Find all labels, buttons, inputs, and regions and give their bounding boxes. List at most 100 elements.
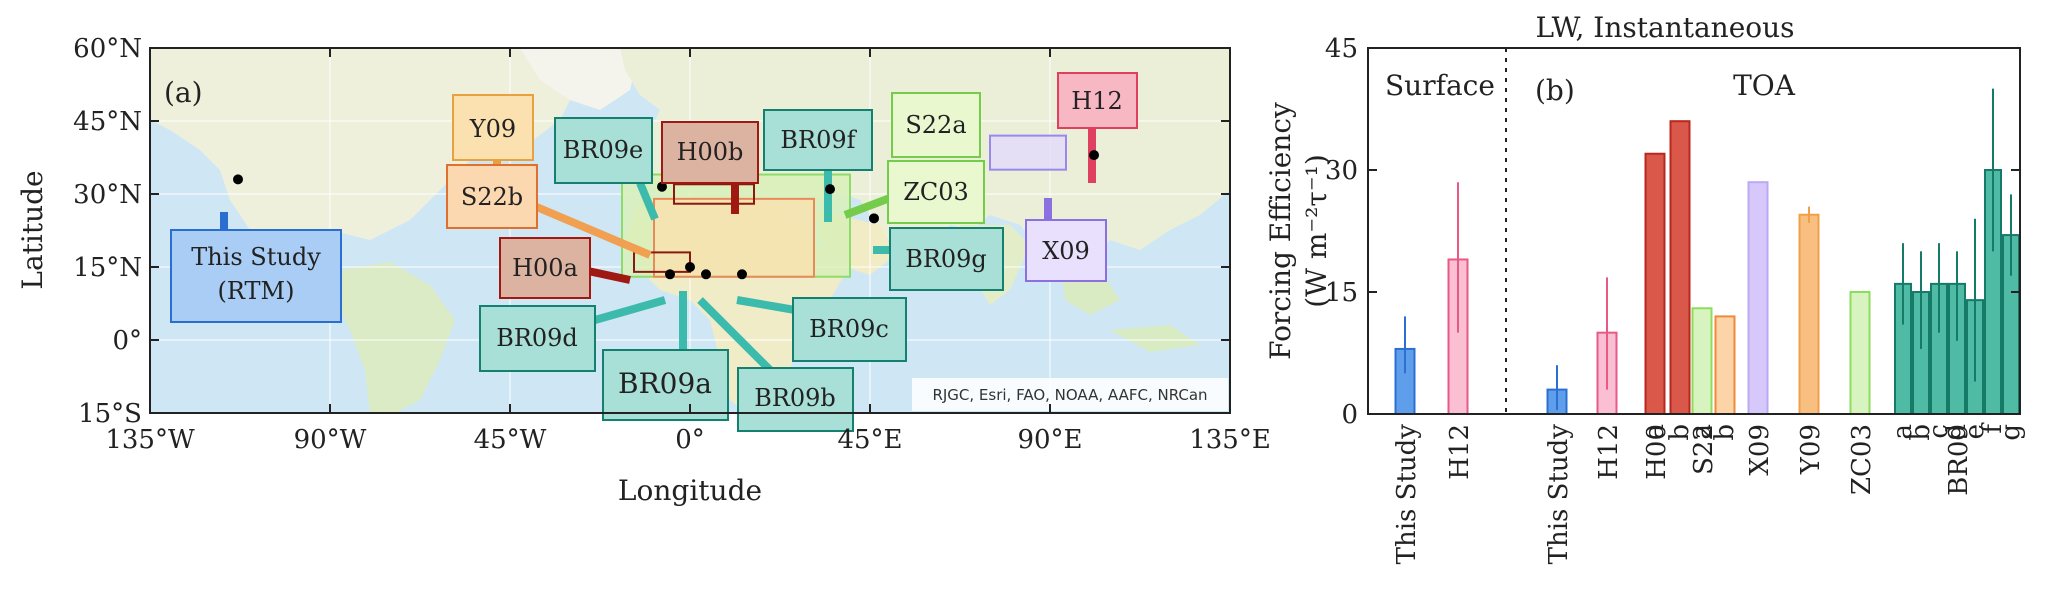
- map-attribution: RJGC, Esri, FAO, NOAA, AAFC, NRCan: [912, 378, 1228, 411]
- bar-toa-zc03: [1849, 291, 1871, 415]
- bar-frame: [1367, 47, 2021, 415]
- label-br09a-text: BR09a: [618, 367, 712, 400]
- bar-y-axis-label-line2: (W m⁻²τ⁻¹): [1300, 154, 1333, 308]
- bar-x-tick-label: a: [1687, 424, 1717, 440]
- label-y09: Y09: [452, 94, 534, 161]
- bar-toa-h00a: [1644, 152, 1666, 415]
- bar-marks: [1394, 88, 2020, 416]
- bar-y-tick-label: 0: [1341, 400, 1358, 430]
- bar-x-tick-label: d: [1942, 424, 1972, 441]
- map-x-tick-label: 90°E: [1017, 425, 1082, 455]
- label-br09d: BR09d: [479, 305, 596, 372]
- map-label-boxes: This Study (RTM) Y09 S22b H00a BR09e H00…: [170, 72, 1138, 432]
- map-y-tick-label: 15°S: [78, 399, 142, 429]
- map-x-tick-label: 135°E: [1189, 425, 1271, 455]
- map-y-axis-label: Latitude: [16, 170, 49, 289]
- label-x09-text: X09: [1042, 237, 1090, 265]
- label-h12-text: H12: [1071, 87, 1122, 115]
- map-y-tick-label: 15°N: [73, 253, 142, 283]
- map-panel-label: (a): [164, 76, 203, 109]
- label-y09-text: Y09: [469, 115, 516, 143]
- bar-toa-x09: [1747, 181, 1769, 415]
- label-h00a: H00a: [499, 237, 591, 299]
- bar-x-tick-label: e: [1960, 424, 1990, 439]
- map-y-tick-label: 45°N: [73, 107, 142, 137]
- site-marker-zc03: [825, 184, 835, 195]
- bar-x-tick-label: This Study: [1544, 424, 1574, 565]
- map-x-tick-label: 0°: [675, 425, 705, 455]
- connector-zc03: [843, 194, 892, 219]
- section-label-toa: TOA: [1733, 69, 1796, 102]
- bar-toa-h00b: [1669, 120, 1691, 415]
- bar-y-tick-label: 30: [1325, 156, 1358, 186]
- map-sites: [233, 150, 1099, 280]
- label-x09: X09: [1025, 219, 1107, 282]
- bar-x-tick-label: b: [1710, 424, 1740, 441]
- site-marker-br09e: [657, 181, 667, 192]
- site-marker-br09b: [701, 269, 711, 280]
- label-br09c-text: BR09c: [809, 315, 889, 343]
- site-marker-br09a: [685, 262, 695, 272]
- bar-toa-s22b: [1714, 315, 1736, 415]
- bar-x-tick-label: This Study: [1392, 424, 1422, 565]
- label-br09f: BR09f: [763, 109, 873, 171]
- label-h12: H12: [1057, 72, 1138, 129]
- label-this-study-line1: This Study: [191, 243, 321, 271]
- bar-x-tick-label: b: [1906, 424, 1936, 441]
- label-br09f-text: BR09f: [780, 126, 857, 154]
- bar-panel-label: (b): [1535, 74, 1575, 107]
- bar-chart-title: LW, Instantaneous: [1535, 11, 1794, 44]
- bar-y-axis-label-line1: Forcing Efficiency: [1264, 102, 1297, 360]
- section-label-surface: Surface: [1385, 69, 1495, 102]
- bar-x-tick-label: b: [1665, 424, 1695, 441]
- bar-x-tick-label: a: [1640, 424, 1670, 440]
- label-h00b: H00b: [661, 121, 759, 184]
- bar-y-tick-label: 15: [1325, 278, 1358, 308]
- connector-br09d: [593, 296, 667, 324]
- label-this-study-line2: (RTM): [218, 277, 295, 305]
- label-h00b-text: H00b: [677, 138, 744, 166]
- map-region-h00b-region: [673, 183, 755, 205]
- map-x-tick-label: 45°W: [474, 425, 547, 455]
- label-s22a-text: S22a: [905, 111, 966, 139]
- label-br09a: BR09a: [602, 349, 729, 421]
- label-zc03: ZC03: [887, 160, 985, 224]
- connector-br09b: [697, 297, 773, 373]
- label-s22b-text: S22b: [461, 183, 523, 211]
- map-x-tick-label: 90°W: [294, 425, 367, 455]
- map-y-tick-label: 0°: [112, 326, 142, 356]
- connector-br09c: [736, 296, 796, 314]
- bar-x-tick-label: X09: [1745, 424, 1775, 476]
- label-br09g-text: BR09g: [905, 245, 987, 273]
- bar-x-tick-label: Y09: [1796, 424, 1826, 475]
- bar-toa-s22a: [1691, 307, 1713, 415]
- bar-y-ticks: 0 15 30 45: [1325, 34, 2020, 430]
- bar-panel: LW, Instantaneous Surface (b) TOA 0 15 30 4…: [1264, 11, 2026, 564]
- map-x-axis-label: Longitude: [618, 474, 762, 507]
- bar-x-tick-label: g: [1996, 424, 2026, 441]
- map-y-tick-label: 60°N: [73, 34, 142, 64]
- bar-x-tick-label: BR09: [1944, 424, 1974, 496]
- label-this-study: This Study (RTM): [170, 229, 342, 323]
- label-br09e-text: BR09e: [563, 136, 643, 164]
- map-panel: This Study (RTM) Y09 S22b H00a BR09e H00…: [16, 34, 1271, 507]
- bar-y-tick-label: 45: [1325, 34, 1358, 64]
- map-ticks: 135°W 90°W 45°W 0° 45°E 90°E 135°E 60°N 45°N 30°N…: [73, 34, 1271, 455]
- label-br09e: BR09e: [554, 117, 653, 184]
- map-y-tick-label: 30°N: [73, 180, 142, 210]
- label-br09g: BR09g: [889, 227, 1004, 291]
- label-br09b: BR09b: [737, 367, 854, 432]
- site-marker-br09c: [737, 269, 747, 280]
- label-zc03-text: ZC03: [903, 178, 969, 206]
- map-x-tick-label: 45°E: [837, 425, 902, 455]
- bar-x-tick-label: H12: [1445, 424, 1475, 480]
- site-marker-br09g: [869, 213, 879, 224]
- bar-x-tick-label: H12: [1594, 424, 1624, 480]
- site-marker-this-study: [233, 174, 243, 185]
- label-br09d-text: BR09d: [496, 324, 578, 352]
- bar-toa-y09: [1798, 213, 1820, 415]
- map-x-tick-label: 135°W: [105, 425, 195, 455]
- bar-x-tick-label: f: [1978, 422, 2008, 434]
